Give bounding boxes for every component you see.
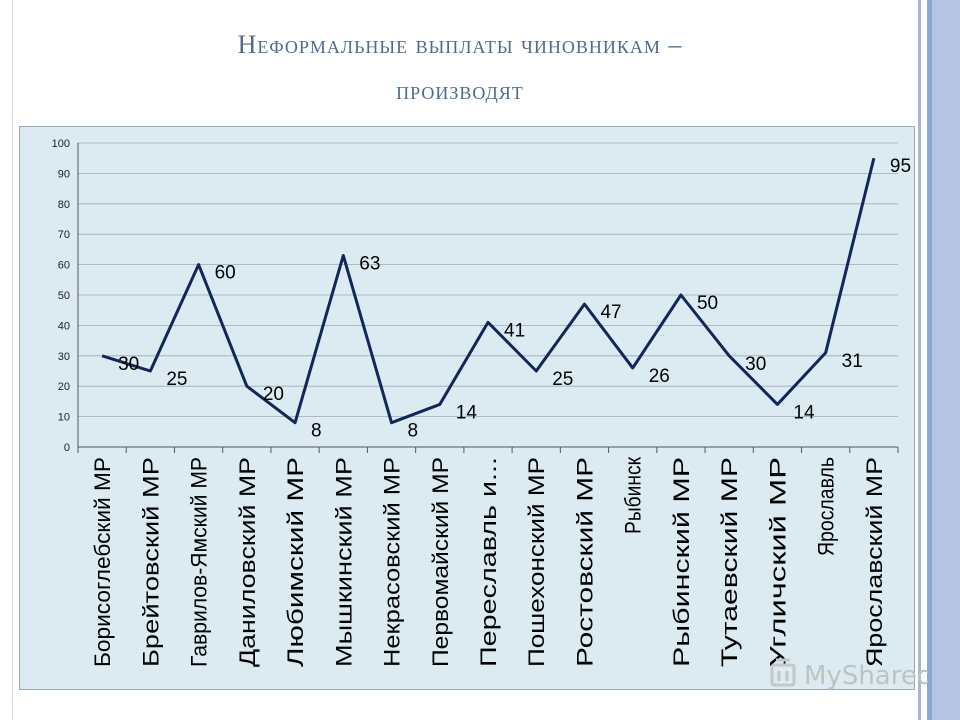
x-tick-label: Любимский МР [283, 457, 308, 667]
right-decorative-bar [918, 0, 960, 720]
data-label: 25 [166, 369, 187, 390]
series-line-path [101, 157, 876, 425]
watermark: MyShared [770, 658, 928, 691]
y-tick-label: 50 [58, 290, 70, 302]
x-tick-label: Ярославль [814, 457, 839, 556]
title-line-2: производят [396, 76, 524, 105]
y-tick-label: 30 [58, 351, 70, 363]
data-label: 25 [552, 369, 573, 390]
y-tick-label: 0 [64, 442, 70, 454]
y-tick-label: 40 [58, 320, 70, 332]
y-axis-ticks: 0 10 20 30 40 50 60 70 80 90 100 [52, 138, 70, 454]
data-label: 14 [793, 402, 815, 423]
data-labels: 30 25 60 20 8 63 8 14 41 25 47 26 50 30 14 31 95 [118, 156, 911, 441]
data-label: 8 [408, 421, 419, 442]
x-tick-label: Брейтовский МР [138, 457, 163, 667]
x-tick-label: Ростовский МР [572, 457, 597, 667]
series-line [101, 157, 876, 425]
x-tick-label: Переславль и... [476, 457, 501, 667]
x-tick-label: Первомайский МР [428, 457, 453, 667]
left-border-line [12, 0, 13, 720]
x-tick-label: Гаврилов-Ямский МР [187, 457, 212, 667]
x-tick-label: Угличский МР [765, 457, 790, 667]
x-tick-label: Некрасовский МР [380, 457, 405, 667]
data-label: 20 [263, 384, 284, 405]
title-line-1: Неформальные выплаты чиновникам – [237, 30, 683, 59]
chart-area: 0 10 20 30 40 50 60 70 80 90 100 Борисоглебский МР… [19, 126, 915, 690]
x-tick-label: Рыбинский МР [669, 457, 694, 667]
x-axis-ticks: Борисоглебский МР Брейтовский МР Гаврилов-… [77, 447, 899, 667]
x-tick-label: Рыбинск [621, 457, 646, 534]
data-label: 30 [118, 354, 139, 375]
watermark-logo-icon [770, 658, 796, 687]
x-tick-label: Пошехонский МР [524, 457, 549, 667]
data-label: 41 [504, 320, 525, 341]
data-label: 95 [890, 156, 911, 177]
data-label: 14 [456, 402, 478, 423]
y-tick-label: 70 [58, 229, 70, 241]
y-tick-label: 20 [58, 381, 70, 393]
data-label: 26 [649, 366, 670, 387]
data-label: 60 [215, 263, 236, 284]
grid-lines [78, 142, 898, 448]
data-label: 47 [600, 302, 621, 323]
x-tick-label: Ярославский МР [862, 457, 887, 667]
y-tick-label: 80 [58, 199, 70, 211]
data-label: 30 [745, 354, 766, 375]
data-label: 8 [311, 421, 322, 442]
data-label: 31 [842, 351, 863, 372]
y-tick-label: 90 [58, 168, 70, 180]
y-tick-label: 100 [52, 138, 70, 150]
axes [77, 143, 898, 453]
x-tick-label: Даниловский МР [235, 457, 260, 667]
slide-title: Неформальные выплаты чиновникам – произв… [40, 22, 880, 114]
data-label: 63 [359, 253, 380, 274]
x-tick-label: Борисоглебский МР [90, 457, 115, 667]
x-tick-label: Тутаевский МР [717, 457, 742, 667]
line-chart: 0 10 20 30 40 50 60 70 80 90 100 Борисоглебский МР… [52, 138, 911, 667]
y-tick-label: 10 [58, 412, 70, 424]
x-tick-label: Мышкинский МР [331, 457, 356, 667]
watermark-text: MyShared [804, 661, 928, 691]
data-label: 50 [697, 293, 718, 314]
y-tick-label: 60 [58, 260, 70, 272]
